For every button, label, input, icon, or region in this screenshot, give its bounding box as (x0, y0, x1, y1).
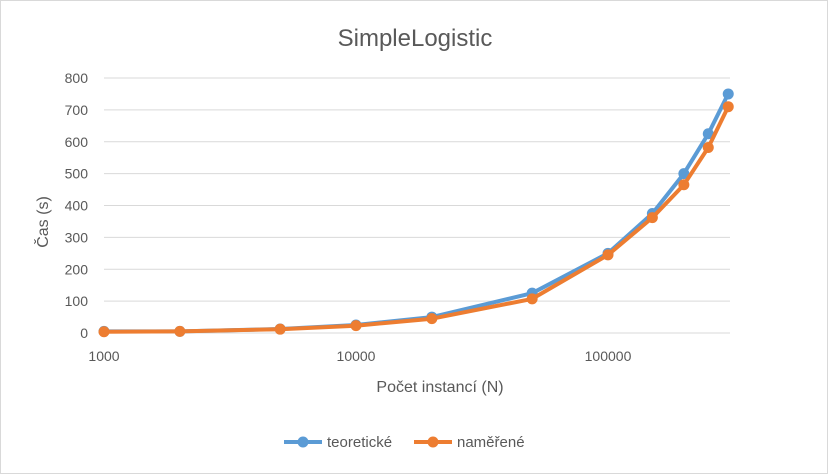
data-point (678, 179, 690, 191)
data-point (526, 293, 538, 305)
data-point (274, 323, 286, 335)
data-point (426, 313, 438, 325)
data-point (350, 320, 362, 332)
x-axis-ticks: 1000 10000 100000 (88, 348, 631, 364)
series-1 (98, 88, 734, 337)
x-tick-label: 1000 (88, 348, 119, 364)
data-point (702, 141, 714, 153)
y-tick-label: 600 (65, 134, 89, 150)
y-tick-label: 100 (65, 293, 89, 309)
data-point (646, 212, 658, 224)
series-2 (98, 101, 734, 338)
y-tick-label: 300 (65, 229, 89, 245)
legend-label: teoretické (327, 434, 392, 451)
data-point (174, 325, 186, 337)
y-tick-label: 500 (65, 166, 89, 182)
y-tick-label: 0 (80, 325, 88, 341)
y-tick-label: 400 (65, 198, 89, 214)
series-layer (98, 88, 734, 338)
y-tick-label: 800 (65, 70, 89, 86)
data-point (702, 128, 714, 140)
series-line (102, 91, 731, 334)
y-tick-label: 200 (65, 261, 89, 277)
legend-swatch-marker (297, 436, 309, 448)
data-point (722, 101, 734, 113)
legend: teoretické naměřené (284, 434, 525, 451)
data-point (678, 168, 690, 180)
legend-item: naměřené (414, 434, 525, 451)
y-axis-ticks: 0 100 200 300 400 500 600 700 800 (65, 70, 89, 341)
y-axis-label: Čas (s) (33, 196, 52, 248)
y-tick-label: 700 (65, 102, 89, 118)
legend-label: naměřené (457, 434, 525, 451)
legend-item: teoretické (284, 434, 392, 451)
legend-swatch-marker (427, 436, 439, 448)
gridlines (104, 77, 730, 334)
chart-title: SimpleLogistic (338, 25, 493, 52)
x-tick-label: 100000 (585, 348, 632, 364)
data-point (98, 326, 110, 338)
data-point (722, 88, 734, 100)
x-axis-label: Počet instancí (N) (376, 379, 503, 396)
series-line (102, 104, 731, 334)
x-tick-label: 10000 (337, 348, 376, 364)
data-point (602, 249, 614, 261)
